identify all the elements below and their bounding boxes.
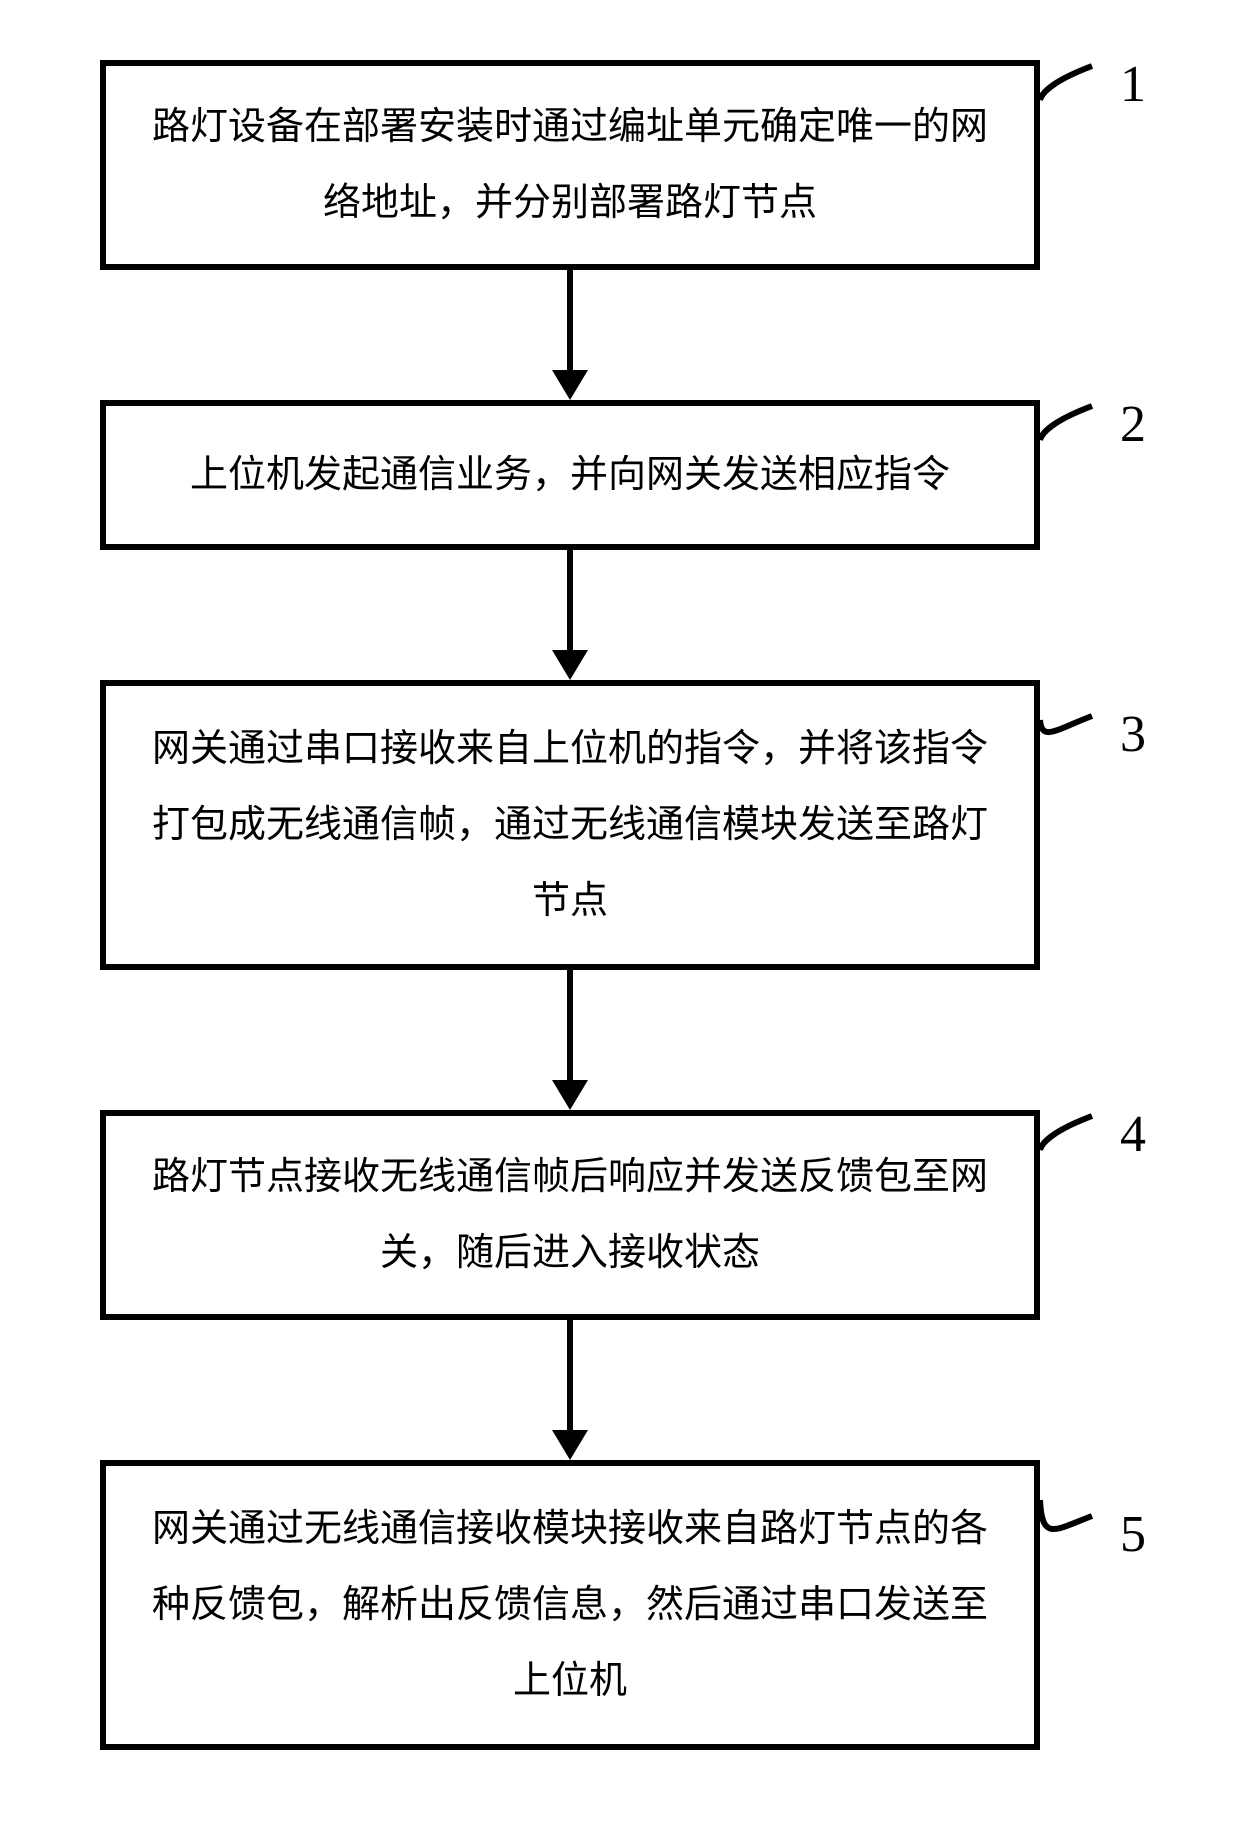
flow-node-label-n4: 4 bbox=[1120, 1105, 1146, 1164]
flow-node-text: 路灯设备在部署安装时通过编址单元确定唯一的网络地址，并分别部署路灯节点 bbox=[146, 89, 994, 241]
flow-node-label-n3: 3 bbox=[1120, 705, 1146, 764]
flow-node-n2: 上位机发起通信业务，并向网关发送相应指令 bbox=[100, 400, 1040, 550]
flow-node-label-n2: 2 bbox=[1120, 395, 1146, 454]
flow-node-n1: 路灯设备在部署安装时通过编址单元确定唯一的网络地址，并分别部署路灯节点 bbox=[100, 60, 1040, 270]
flow-node-label-n1: 1 bbox=[1120, 55, 1146, 114]
flow-node-n4: 路灯节点接收无线通信帧后响应并发送反馈包至网关，随后进入接收状态 bbox=[100, 1110, 1040, 1320]
flow-node-text: 网关通过无线通信接收模块接收来自路灯节点的各种反馈包，解析出反馈信息，然后通过串… bbox=[146, 1491, 994, 1719]
flow-node-text: 网关通过串口接收来自上位机的指令，并将该指令打包成无线通信帧，通过无线通信模块发… bbox=[146, 711, 994, 939]
flow-node-text: 路灯节点接收无线通信帧后响应并发送反馈包至网关，随后进入接收状态 bbox=[146, 1139, 994, 1291]
flow-node-label-n5: 5 bbox=[1120, 1505, 1146, 1564]
flow-node-n5: 网关通过无线通信接收模块接收来自路灯节点的各种反馈包，解析出反馈信息，然后通过串… bbox=[100, 1460, 1040, 1750]
flow-node-text: 上位机发起通信业务，并向网关发送相应指令 bbox=[190, 437, 950, 513]
flowchart-canvas: 路灯设备在部署安装时通过编址单元确定唯一的网络地址，并分别部署路灯节点 1 上位机发… bbox=[0, 0, 1240, 1846]
flow-node-n3: 网关通过串口接收来自上位机的指令，并将该指令打包成无线通信帧，通过无线通信模块发… bbox=[100, 680, 1040, 970]
